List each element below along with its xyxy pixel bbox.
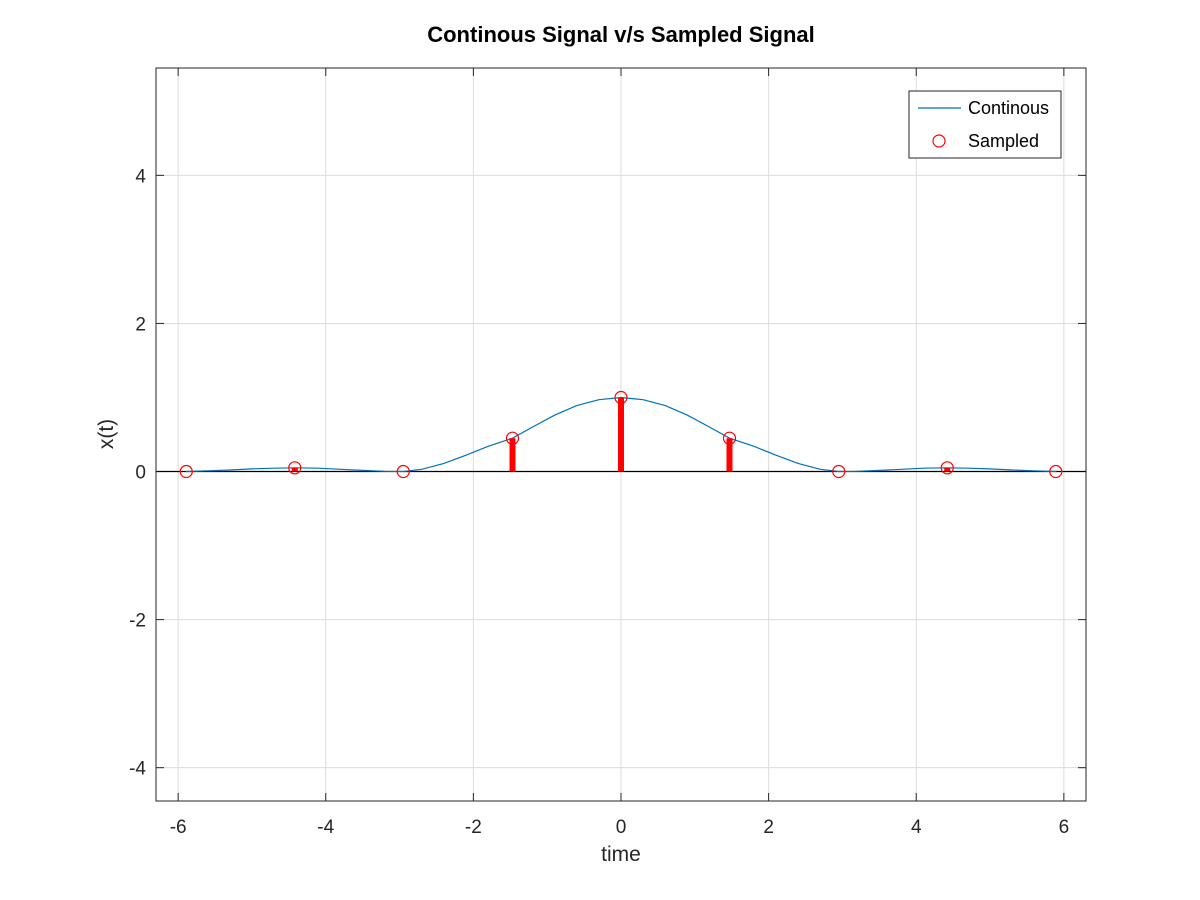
y-tick-label: 4 — [135, 166, 146, 187]
plot-frame — [155, 67, 1087, 802]
sampled-point — [179, 464, 193, 479]
legend: Continous Sampled — [908, 90, 1062, 159]
chart-title: Continous Signal v/s Sampled Signal — [427, 22, 815, 47]
sampled-point — [832, 464, 846, 479]
x-tick-label: 4 — [911, 817, 922, 838]
sampled-point — [288, 461, 302, 475]
y-axis-label: x(t) — [95, 419, 118, 449]
sampled-point — [1049, 464, 1063, 479]
x-tick-label: 0 — [616, 817, 627, 838]
legend-sampled-swatch — [932, 134, 946, 148]
y-tick-label: 2 — [135, 314, 146, 335]
x-tick-label: 6 — [1059, 817, 1070, 838]
sampled-point — [614, 390, 628, 405]
y-tick-label: 0 — [135, 463, 146, 484]
x-tick-label: -2 — [465, 817, 482, 838]
legend-sampled-label: Sampled — [968, 131, 1039, 151]
tick-labels: -6 -4 -2 0 2 4 6 -4 -2 0 2 4 — [129, 166, 1069, 838]
grid — [156, 68, 1086, 801]
sampled-point — [396, 464, 410, 479]
data-series — [179, 390, 1063, 479]
y-tick-label: -2 — [129, 611, 146, 632]
sampled-point — [505, 431, 520, 445]
legend-continous-label: Continous — [968, 98, 1049, 118]
x-tick-label: -4 — [317, 817, 334, 838]
x-tick-label: 2 — [763, 817, 774, 838]
x-tick-label: -6 — [170, 817, 187, 838]
y-tick-label: -4 — [129, 759, 146, 780]
legend-box — [908, 90, 1062, 159]
sampled-point — [722, 431, 737, 445]
x-axis-label: time — [601, 843, 641, 866]
sampled-point — [940, 461, 954, 475]
